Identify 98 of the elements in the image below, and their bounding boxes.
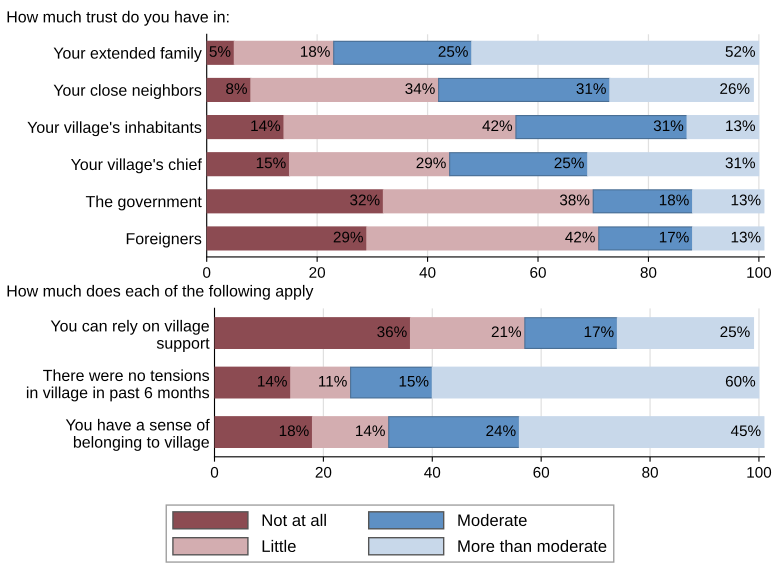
bar <box>432 366 760 398</box>
data-label: 15% <box>400 376 428 387</box>
data-label: 32% <box>350 194 380 206</box>
bar <box>290 366 352 398</box>
x-tick-label: 20 <box>316 466 332 478</box>
bar <box>438 78 610 102</box>
data-label: 29% <box>334 232 363 242</box>
data-label: 13% <box>732 232 761 242</box>
bar <box>206 189 384 214</box>
bar <box>214 416 314 448</box>
data-label: 14% <box>258 376 287 387</box>
bar <box>250 78 440 102</box>
data-label: 13% <box>732 194 761 206</box>
x-tick-label: 80 <box>640 267 656 278</box>
data-label: 24% <box>486 425 516 436</box>
y-tick-label: Your close neighbors <box>54 84 202 100</box>
bar <box>587 152 760 176</box>
x-tick-label: 100 <box>747 267 772 278</box>
chart-title: How much does each of the following apply <box>8 284 314 300</box>
data-label: 52% <box>726 46 756 57</box>
data-label: 11% <box>319 376 347 387</box>
data-label: 45% <box>730 425 761 436</box>
x-tick-label: 0 <box>203 267 210 278</box>
bar <box>686 114 760 140</box>
data-label: 25% <box>720 326 750 338</box>
data-label: 26% <box>720 83 750 94</box>
y-tick-label: Your village's chief <box>70 158 202 174</box>
x-tick-label: 40 <box>419 267 436 278</box>
bar <box>234 40 334 65</box>
legend-label: More than moderate <box>458 540 606 552</box>
bar <box>206 226 368 250</box>
y-tick-label: Your village's inhabitants <box>27 121 202 136</box>
x-tick-label: 60 <box>530 267 546 278</box>
data-label: 31% <box>726 157 756 168</box>
data-label: 5% <box>210 46 230 57</box>
legend-label: Little <box>262 540 296 552</box>
data-label: 8% <box>226 83 248 94</box>
x-tick-label: 0 <box>210 466 218 478</box>
data-label: 31% <box>576 83 606 94</box>
bar <box>410 317 526 349</box>
bar <box>366 226 600 250</box>
bar <box>206 152 290 176</box>
y-tick-label: You can rely on village support <box>50 320 210 352</box>
bar <box>312 416 390 448</box>
data-label: 25% <box>438 46 468 57</box>
y-tick-label: There were no tensions in village in past 6 months <box>26 369 210 402</box>
x-tick-label: 20 <box>309 267 326 278</box>
data-label: 18% <box>660 194 689 206</box>
data-label: 17% <box>660 232 689 242</box>
y-tick-label: The government <box>86 195 202 210</box>
data-label: 14% <box>251 120 280 132</box>
data-label: 34% <box>405 83 435 94</box>
data-label: 38% <box>560 194 590 206</box>
y-tick-label: Foreigners <box>126 232 202 248</box>
bar <box>288 152 450 176</box>
chart-title: How much trust do you have in: <box>8 10 229 26</box>
bar <box>206 78 252 102</box>
data-label: 42% <box>565 232 595 242</box>
legend-label: Not at all <box>262 514 326 526</box>
data-label: 31% <box>654 120 684 132</box>
data-label: 21% <box>492 326 522 338</box>
bar <box>382 189 594 214</box>
bar <box>598 226 694 250</box>
x-tick-label: 100 <box>747 466 772 478</box>
bar <box>524 317 618 349</box>
x-tick-label: 60 <box>533 466 550 478</box>
data-label: 14% <box>356 425 385 436</box>
bar <box>333 40 472 65</box>
data-label: 42% <box>482 120 512 132</box>
bar <box>388 416 520 448</box>
bar <box>449 152 588 176</box>
bar <box>515 114 688 140</box>
bar <box>609 78 754 102</box>
bar <box>283 114 516 140</box>
data-label: 25% <box>554 157 584 168</box>
bar <box>692 189 764 214</box>
bar <box>592 189 694 214</box>
y-tick-label: You have a sense of belonging to village <box>66 418 210 451</box>
legend-label: Moderate <box>458 514 527 526</box>
data-label: 18% <box>300 46 330 57</box>
data-label: 17% <box>584 326 614 338</box>
bar <box>616 317 754 349</box>
data-label: 29% <box>416 157 446 168</box>
data-label: 18% <box>280 425 309 436</box>
data-label: 60% <box>726 376 756 387</box>
data-label: 13% <box>726 120 756 132</box>
y-tick-label: Your extended family <box>54 47 202 62</box>
bar <box>214 317 412 349</box>
bar <box>214 366 292 398</box>
x-tick-label: 80 <box>642 466 658 478</box>
data-label: 15% <box>256 158 286 168</box>
bar <box>692 226 764 250</box>
data-label: 36% <box>377 326 407 338</box>
bar <box>518 416 764 448</box>
bar <box>471 40 760 65</box>
bar <box>206 114 285 140</box>
bar <box>350 366 433 398</box>
x-tick-label: 40 <box>424 466 440 478</box>
